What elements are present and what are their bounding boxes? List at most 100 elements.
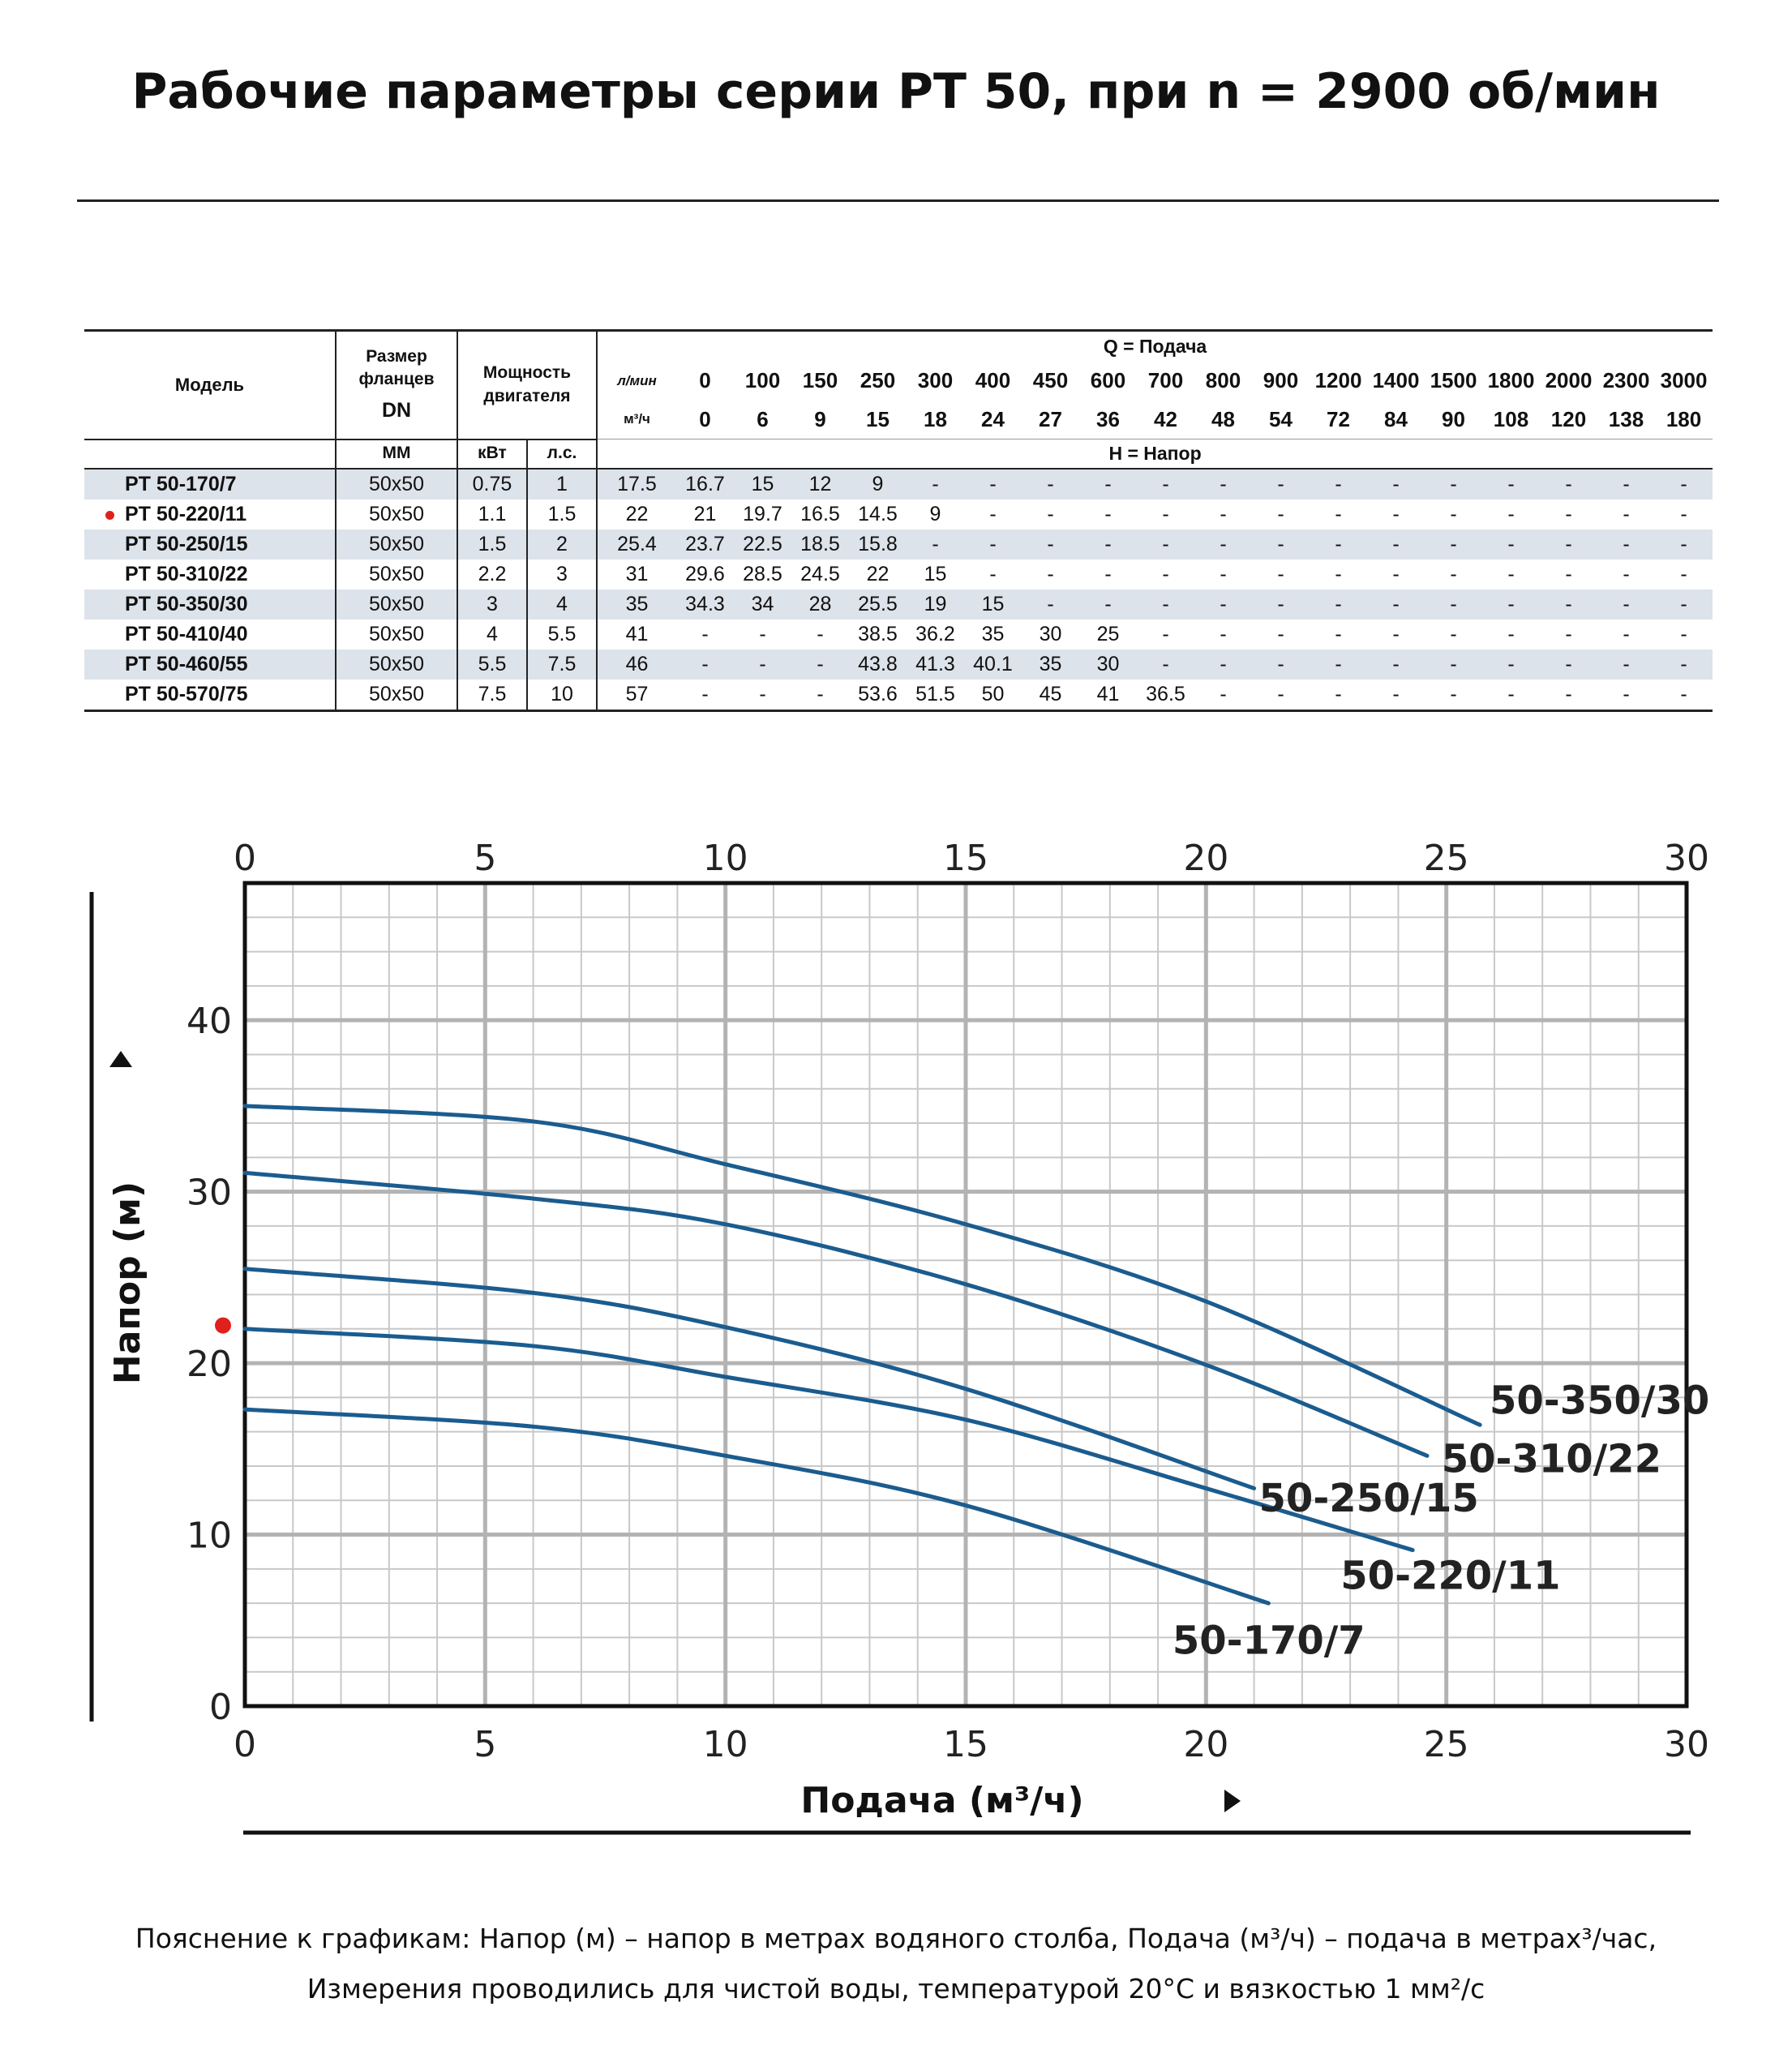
head-cell: - bbox=[989, 502, 997, 525]
power-hp-cell: 3 bbox=[526, 559, 597, 590]
head-cell: - bbox=[1482, 589, 1540, 620]
head-cell: - bbox=[1623, 502, 1630, 525]
table-row: PT 50-220/11 50x50 1.1 1.5 22 21 19.7 16.5 14.5 9… bbox=[84, 499, 1713, 530]
header-model: Модель bbox=[84, 330, 336, 440]
head-cell: 25 bbox=[1096, 622, 1120, 645]
header-flow-lmin: 150 bbox=[802, 368, 838, 392]
head-cell: - bbox=[1252, 529, 1310, 560]
header-flange-size-label: Размер фланцев bbox=[358, 346, 435, 388]
head-cell: - bbox=[1565, 502, 1572, 525]
x-tick-label-bottom: 25 bbox=[1424, 1724, 1469, 1765]
y-tick-labels: 0 10 20 30 40 bbox=[186, 1001, 232, 1728]
x-tick-label-bottom: 15 bbox=[943, 1724, 988, 1765]
head-cell: 34.3 bbox=[676, 589, 734, 620]
head-cell: 21 bbox=[693, 502, 717, 525]
header-flow-m3h: 27 bbox=[1022, 400, 1079, 439]
head-cell: - bbox=[1425, 589, 1482, 620]
head-cell: - bbox=[1655, 589, 1713, 620]
power-kw-cell: 4 bbox=[457, 619, 527, 650]
header-flow-lmin: 2300 bbox=[1602, 368, 1650, 392]
flange-cell: 50x50 bbox=[335, 649, 457, 680]
page-title: Рабочие параметры серии PT 50, при n = 2… bbox=[131, 63, 1661, 120]
head-cell: - bbox=[1335, 622, 1342, 645]
model-cell: PT 50-460/55 bbox=[84, 649, 336, 680]
power-kw-cell: 3 bbox=[457, 589, 527, 620]
flange-cell: 50x50 bbox=[335, 499, 457, 530]
head-cell: - bbox=[1540, 589, 1597, 620]
model-cell: PT 50-310/22 bbox=[84, 560, 336, 590]
x-tick-label-top: 25 bbox=[1424, 838, 1469, 879]
head-cell: - bbox=[1540, 649, 1597, 680]
model-cell: PT 50-170/7 bbox=[84, 468, 336, 500]
head-cell: 22 bbox=[866, 562, 890, 585]
model-cell: PT 50-410/40 bbox=[84, 620, 336, 650]
head-cell: - bbox=[1162, 562, 1169, 585]
header-unit-lmin-text: л/мин bbox=[617, 372, 657, 388]
model-name: PT 50-220/11 bbox=[125, 502, 247, 525]
header-power-kw: кВт bbox=[457, 439, 527, 470]
head-cell: - bbox=[1220, 562, 1227, 585]
x-tick-label-top: 0 bbox=[234, 838, 256, 879]
head-cell: 12 bbox=[791, 468, 849, 500]
pump-curve-line bbox=[242, 1267, 1257, 1490]
head-cell: 19 bbox=[907, 589, 964, 620]
title-divider bbox=[77, 199, 1719, 202]
chart-note-line-2: Измерения проводились для чистой воды, т… bbox=[307, 1973, 1485, 2005]
head-cell: 28.5 bbox=[743, 562, 782, 585]
power-kw-cell: 1.1 bbox=[457, 499, 527, 530]
head-cell: - bbox=[1597, 529, 1655, 560]
head-cell: 23.7 bbox=[676, 529, 734, 560]
header-flow-lmin: 1400 bbox=[1372, 368, 1420, 392]
header-flow-m3h: 18 bbox=[907, 400, 964, 439]
head-cell: 41 bbox=[1079, 679, 1137, 712]
model-name: PT 50-250/15 bbox=[125, 532, 248, 555]
header-flow-m3h: 0 bbox=[676, 400, 734, 439]
head-cell: - bbox=[1194, 649, 1252, 680]
head-cell: - bbox=[1540, 679, 1597, 712]
head-cell: - bbox=[1310, 529, 1367, 560]
head-cell: - bbox=[1104, 502, 1112, 525]
head-cell: - bbox=[1194, 679, 1252, 712]
model-cell: PT 50-570/75 bbox=[84, 679, 336, 712]
head-cell: - bbox=[1482, 679, 1540, 712]
head-cell: - bbox=[1507, 562, 1515, 585]
head-cell: - bbox=[1194, 468, 1252, 500]
head-cell: 9 bbox=[929, 502, 941, 525]
head-cell: - bbox=[1079, 529, 1137, 560]
head-cell: 22 bbox=[596, 499, 676, 530]
head-cell: 30 bbox=[1079, 649, 1137, 680]
head-cell: - bbox=[1194, 529, 1252, 560]
head-cell: - bbox=[1220, 622, 1227, 645]
flange-cell: 50x50 bbox=[335, 679, 457, 712]
header-flow-m3h: 138 bbox=[1597, 400, 1655, 439]
head-cell: - bbox=[1482, 529, 1540, 560]
table-row: PT 50-570/75 50x50 7.5 10 57- - -53.6 51.5 50 45 4… bbox=[84, 679, 1713, 712]
performance-table: Модель Размер фланцев DN Мощность двигат… bbox=[84, 329, 1713, 712]
header-flow-lmin: 0 bbox=[699, 368, 711, 392]
head-cell: 36.5 bbox=[1137, 679, 1194, 712]
head-cell: 43.8 bbox=[849, 649, 907, 680]
head-cell: - bbox=[1425, 679, 1482, 712]
head-cell: - bbox=[1047, 502, 1054, 525]
flange-cell: 50x50 bbox=[335, 468, 457, 500]
head-cell: - bbox=[1252, 589, 1310, 620]
head-cell: 45 bbox=[1022, 679, 1079, 712]
power-hp-cell: 7.5 bbox=[526, 649, 597, 680]
pump-curve-label: 50-310/22 bbox=[1442, 1437, 1661, 1482]
header-flow-lmin: 800 bbox=[1205, 368, 1241, 392]
header-flow-lmin: 1200 bbox=[1314, 368, 1362, 392]
pump-curve-label: 50-170/7 bbox=[1173, 1619, 1365, 1664]
head-cell: 18.5 bbox=[791, 529, 849, 560]
head-cell: - bbox=[1565, 622, 1572, 645]
x-tick-label-bottom: 10 bbox=[703, 1724, 748, 1765]
head-cell: - bbox=[907, 468, 964, 500]
head-cell: - bbox=[1310, 468, 1367, 500]
head-cell: 57 bbox=[596, 679, 676, 712]
header-flow-lmin: 3000 bbox=[1660, 368, 1708, 392]
header-flow-m3h: 48 bbox=[1194, 400, 1252, 439]
header-flow-m3h: 84 bbox=[1367, 400, 1425, 439]
power-kw-cell: 1.5 bbox=[457, 529, 527, 560]
head-cell: - bbox=[1367, 468, 1425, 500]
header-motor-power: Мощность двигателя bbox=[457, 330, 597, 440]
